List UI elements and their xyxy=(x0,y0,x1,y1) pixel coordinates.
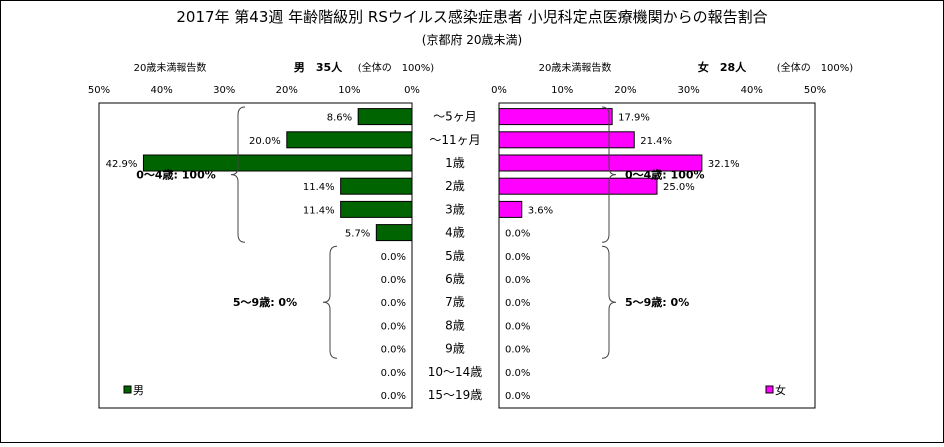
female-value-label: 0.0% xyxy=(505,252,530,263)
female-value-label: 0.0% xyxy=(505,275,530,286)
female-axis-tick: 40% xyxy=(741,85,763,96)
male-value-label: 0.0% xyxy=(381,298,406,309)
category-label: 8歳 xyxy=(445,318,465,332)
male-value-label: 42.9% xyxy=(106,159,138,170)
male-axis-tick: 30% xyxy=(213,85,235,96)
male-value-label: 0.0% xyxy=(381,368,406,379)
category-label: ～5ヶ月 xyxy=(433,110,477,124)
category-label: 6歳 xyxy=(445,272,465,286)
female-group-5-9-label: 5～9歳: 0% xyxy=(625,295,689,309)
female-value-label: 0.0% xyxy=(505,345,530,356)
category-label: 9歳 xyxy=(445,342,465,356)
female-bar xyxy=(498,108,613,126)
male-axis-tick: 20% xyxy=(276,85,298,96)
chart-subtitle: (京都府 20歳未満) xyxy=(422,32,522,47)
male-axis-tick: 40% xyxy=(150,85,172,96)
female-legend-swatch xyxy=(765,385,774,394)
category-label: 2歳 xyxy=(445,179,465,193)
female-value-label: 0.0% xyxy=(505,391,530,402)
male-value-label: 0.0% xyxy=(381,252,406,263)
male-value-label: 5.7% xyxy=(345,229,370,240)
female-brace-0-4 xyxy=(601,106,617,243)
female-value-label: 17.9% xyxy=(618,113,650,124)
male-bar xyxy=(357,108,413,126)
female-value-label: 21.4% xyxy=(640,136,672,147)
category-label: 3歳 xyxy=(445,202,465,216)
category-label: 5歳 xyxy=(445,249,465,263)
male-bar xyxy=(340,177,413,195)
female-group-0-4-label: 0～4歳: 100% xyxy=(625,168,705,182)
category-label: 10～14歳 xyxy=(428,365,483,379)
male-group-0-4-label: 0～4歳: 100% xyxy=(136,168,216,182)
female-total: 女 28人 xyxy=(698,60,747,74)
male-bar xyxy=(142,154,413,172)
category-label: ～11ヶ月 xyxy=(429,133,480,147)
male-bar xyxy=(375,224,413,242)
male-axis-tick: 0% xyxy=(404,85,420,96)
male-value-label: 0.0% xyxy=(381,275,406,286)
female-plot-area xyxy=(498,102,816,409)
male-value-label: 20.0% xyxy=(249,136,281,147)
male-group-5-9-label: 5～9歳: 0% xyxy=(233,295,297,309)
female-bar xyxy=(498,154,703,172)
category-label: 7歳 xyxy=(445,295,465,309)
male-total-note: (全体の 100%) xyxy=(358,61,434,74)
female-axis-tick: 20% xyxy=(614,85,636,96)
female-value-label: 0.0% xyxy=(505,368,530,379)
male-plot-area xyxy=(98,102,413,409)
chart-title: 2017年 第43週 年齢階級別 RSウイルス感染症患者 小児科定点医療機関から… xyxy=(176,8,767,26)
female-axis-tick: 10% xyxy=(551,85,573,96)
male-brace-5-9 xyxy=(322,245,338,359)
female-bar xyxy=(498,200,523,218)
female-total-note: (全体の 100%) xyxy=(777,61,853,74)
male-bar xyxy=(340,200,413,218)
male-value-label: 8.6% xyxy=(327,113,352,124)
female-value-label: 32.1% xyxy=(708,159,740,170)
female-brace-5-9 xyxy=(601,245,617,359)
female-value-label: 0.0% xyxy=(505,298,530,309)
female-bar xyxy=(498,131,635,149)
female-legend-label: 女 xyxy=(775,383,786,397)
male-brace-0-4 xyxy=(230,106,246,243)
male-value-label: 11.4% xyxy=(303,205,335,216)
female-axis-tick: 30% xyxy=(677,85,699,96)
female-value-label: 0.0% xyxy=(505,321,530,332)
female-axis-tick: 50% xyxy=(804,85,826,96)
male-legend-swatch xyxy=(123,385,132,394)
female-value-label: 25.0% xyxy=(663,182,695,193)
male-legend-label: 男 xyxy=(133,384,144,397)
male-bar xyxy=(286,131,413,149)
male-axis-tick: 10% xyxy=(338,85,360,96)
female-count-label: 20歳未満報告数 xyxy=(539,61,612,74)
category-label: 15～19歳 xyxy=(428,388,483,402)
female-value-label: 0.0% xyxy=(505,229,530,240)
male-value-label: 0.0% xyxy=(381,345,406,356)
male-count-label: 20歳未満報告数 xyxy=(134,61,207,74)
male-total: 男 35人 xyxy=(294,60,343,74)
male-value-label: 0.0% xyxy=(381,321,406,332)
category-label: 1歳 xyxy=(445,156,465,170)
category-label: 4歳 xyxy=(445,226,465,240)
male-value-label: 0.0% xyxy=(381,391,406,402)
male-value-label: 11.4% xyxy=(303,182,335,193)
female-value-label: 3.6% xyxy=(528,205,553,216)
female-axis-tick: 0% xyxy=(491,85,507,96)
female-bar xyxy=(498,177,658,195)
male-axis-tick: 50% xyxy=(88,85,110,96)
